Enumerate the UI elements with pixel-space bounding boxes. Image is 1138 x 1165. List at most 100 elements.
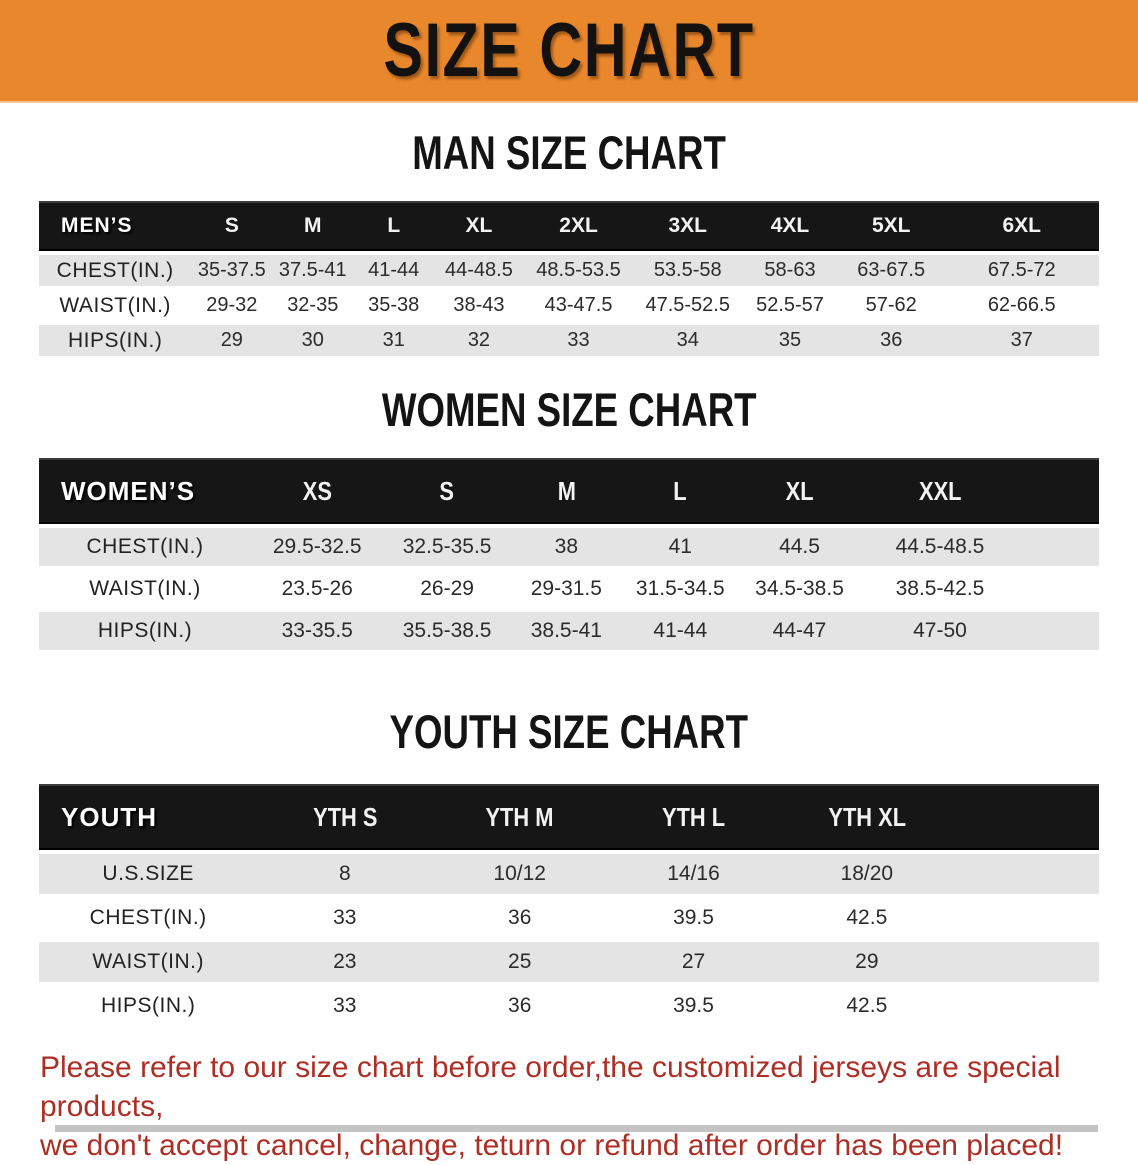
size-chart-banner: SIZE CHART [0,0,1138,103]
youth-row-spacer [953,986,1099,1026]
women-table-row: CHEST(IN.) 29.5-32.5 32.5-35.5 38 41 44.5 44.5… [39,528,1099,566]
size-sections-container: MAN SIZE CHART MEN’S S M L XL 2XL 3XL 4XL 5XL 6XL C… [0,129,1138,1030]
women-size-value-cell: 35.5-38.5 [383,612,511,650]
men-size-column-header: 6XL [944,201,1099,251]
men-table-row: HIPS(IN.) 29 30 31 32 33 34 35 36 37 [39,325,1099,356]
men-size-column-header: 4XL [742,201,838,251]
youth-row-label: CHEST(IN.) [39,898,258,938]
youth-size-value-cell: 8 [257,854,433,894]
women-size-column-header: XS [251,458,384,524]
youth-size-value-cell: 39.5 [607,986,780,1026]
men-size-column-header: 2XL [523,201,634,251]
youth-section-heading: YOUTH SIZE CHART [0,708,1138,756]
women-size-value-cell: 38.5-42.5 [860,570,1020,608]
women-size-value-cell: 41-44 [621,612,739,650]
youth-size-section: YOUTH SIZE CHART YOUTH YTH S YTH M YTH L YTH … [0,708,1138,1030]
men-size-value-cell: 35-38 [353,290,435,321]
men-size-value-cell: 33 [523,325,634,356]
women-size-value-cell: 47-50 [860,612,1020,650]
disclaimer-line-1: Please refer to our size chart before or… [40,1051,1061,1123]
youth-size-value-cell: 23 [257,942,433,982]
men-size-value-cell: 37.5-41 [272,255,354,286]
youth-size-value-cell: 36 [432,986,608,1026]
men-size-value-cell: 67.5-72 [944,255,1099,286]
youth-row-label: HIPS(IN.) [39,986,258,1026]
youth-table-title: YOUTH [39,784,258,850]
youth-size-value-cell: 42.5 [779,986,954,1026]
youth-table-row: CHEST(IN.) 33 36 39.5 42.5 [39,898,1099,938]
men-size-value-cell: 53.5-58 [633,255,743,286]
men-section-heading-text: MAN SIZE CHART [412,126,726,179]
men-size-column-header: 3XL [633,201,743,251]
youth-row-spacer [953,942,1099,982]
men-size-value-cell: 48.5-53.5 [523,255,634,286]
men-size-value-cell: 47.5-52.5 [633,290,743,321]
youth-size-value-cell: 10/12 [432,854,608,894]
men-size-column-header: L [353,201,435,251]
youth-size-value-cell: 36 [432,898,608,938]
men-size-value-cell: 63-67.5 [837,255,945,286]
men-size-section: MAN SIZE CHART MEN’S S M L XL 2XL 3XL 4XL 5XL 6XL C… [0,129,1138,360]
women-row-label: HIPS(IN.) [39,612,251,650]
men-size-value-cell: 34 [633,325,743,356]
women-size-value-cell: 41 [621,528,739,566]
women-size-value-cell: 29-31.5 [510,570,622,608]
women-row-spacer [1019,570,1099,608]
men-table-row: WAIST(IN.) 29-32 32-35 35-38 38-43 43-47.5 47.… [39,290,1099,321]
disclaimer: Please refer to our size chart before or… [40,1048,1098,1165]
women-table-row: HIPS(IN.) 33-35.5 35.5-38.5 38.5-41 41-44 44-… [39,612,1099,650]
youth-size-column-header: YTH M [432,784,608,850]
youth-size-column-header: YTH XL [779,784,954,850]
youth-size-value-cell: 33 [257,986,433,1026]
youth-size-value-cell: 27 [607,942,780,982]
men-size-table: MEN’S S M L XL 2XL 3XL 4XL 5XL 6XL CHEST(IN.) 35-37… [39,197,1099,360]
women-size-value-cell: 38 [510,528,622,566]
men-size-value-cell: 32 [434,325,524,356]
women-size-value-cell: 33-35.5 [251,612,384,650]
men-size-value-cell: 29 [191,325,273,356]
men-size-value-cell: 52.5-57 [742,290,838,321]
men-row-label: WAIST(IN.) [39,290,192,321]
men-size-column-header: S [191,201,273,251]
women-size-value-cell: 38.5-41 [510,612,622,650]
men-row-label: HIPS(IN.) [39,325,192,356]
men-size-value-cell: 41-44 [353,255,435,286]
men-size-value-cell: 36 [837,325,945,356]
youth-table-row: U.S.SIZE 8 10/12 14/16 18/20 [39,854,1099,894]
youth-row-label: U.S.SIZE [39,854,258,894]
men-size-value-cell: 58-63 [742,255,838,286]
youth-size-value-cell: 42.5 [779,898,954,938]
youth-size-value-cell: 29 [779,942,954,982]
women-size-value-cell: 29.5-32.5 [251,528,384,566]
men-size-value-cell: 43-47.5 [523,290,634,321]
women-size-value-cell: 23.5-26 [251,570,384,608]
women-table-title: WOMEN’S [39,458,251,524]
women-size-value-cell: 44.5-48.5 [860,528,1020,566]
women-size-section: WOMEN SIZE CHART WOMEN’S XS S M L XL XXL CHEST(I… [0,386,1138,654]
youth-row-spacer [953,854,1099,894]
men-size-value-cell: 57-62 [837,290,945,321]
men-size-value-cell: 31 [353,325,435,356]
women-section-heading-text: WOMEN SIZE CHART [381,383,757,436]
youth-size-value-cell: 14/16 [607,854,780,894]
banner-title: SIZE CHART [383,7,755,93]
youth-table-row: HIPS(IN.) 33 36 39.5 42.5 [39,986,1099,1026]
men-size-value-cell: 44-48.5 [434,255,524,286]
women-size-value-cell: 44-47 [738,612,861,650]
men-size-value-cell: 30 [272,325,354,356]
youth-size-value-cell: 33 [257,898,433,938]
women-row-label: CHEST(IN.) [39,528,251,566]
youth-size-column-header: YTH L [607,784,780,850]
women-header-spacer [1019,458,1099,524]
youth-size-value-cell: 39.5 [607,898,780,938]
men-size-column-header: XL [434,201,524,251]
men-table-row: CHEST(IN.) 35-37.5 37.5-41 41-44 44-48.5 48.5… [39,255,1099,286]
women-size-value-cell: 34.5-38.5 [738,570,861,608]
men-size-value-cell: 29-32 [191,290,273,321]
men-size-value-cell: 62-66.5 [944,290,1099,321]
women-size-table: WOMEN’S XS S M L XL XXL CHEST(IN.) 29.5-32.5 32.5… [39,454,1099,654]
youth-size-column-header: YTH S [257,784,433,850]
women-row-spacer [1019,528,1099,566]
women-table-row: WAIST(IN.) 23.5-26 26-29 29-31.5 31.5-34.5 34… [39,570,1099,608]
youth-section-heading-text: YOUTH SIZE CHART [389,705,749,758]
